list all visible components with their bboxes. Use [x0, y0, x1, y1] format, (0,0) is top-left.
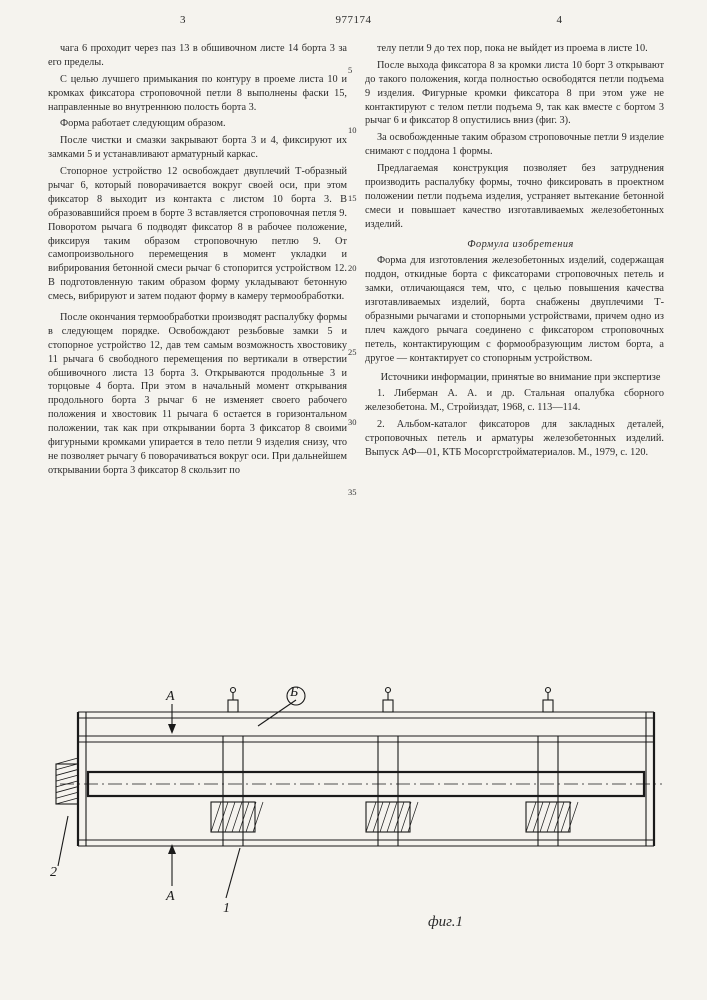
figure-label: фиг.1 — [428, 914, 463, 931]
svg-text:1: 1 — [223, 901, 230, 916]
paragraph: телу петли 9 до тех пор, пока не выйдет … — [365, 42, 664, 56]
paragraph: Предлагаемая конструкция позволяет без з… — [365, 162, 664, 231]
figure-1: ААБ12 фиг.1 — [48, 676, 664, 976]
column-right: телу петли 9 до тех пор, пока не выйдет … — [365, 42, 664, 481]
document-number: 977174 — [0, 14, 707, 26]
reference-item: 2. Альбом-каталог фиксаторов для закладн… — [365, 418, 664, 460]
text-columns: чага 6 проходит через паз 13 в обшивочно… — [48, 42, 664, 481]
formula-title: Формула изобретения — [365, 238, 664, 252]
paragraph: Стопорное устройство 12 освобождает двуп… — [48, 165, 347, 304]
column-left: чага 6 проходит через паз 13 в обшивочно… — [48, 42, 347, 481]
paragraph: С целью лучшего примыкания по контуру в … — [48, 73, 347, 115]
formula-body: Форма для изготовления железобетонных из… — [365, 254, 664, 365]
svg-text:А: А — [165, 689, 175, 704]
gutter-mark: 35 — [348, 488, 357, 497]
reference-item: 1. Либерман А. А. и др. Стальная опалубк… — [365, 387, 664, 415]
paragraph: После окончания термообработки производя… — [48, 311, 347, 478]
references-title: Источники информации, принятые во вниман… — [365, 371, 664, 385]
paragraph: После чистки и смазки закрывают борта 3 … — [48, 134, 347, 162]
paragraph: После выхода фиксатора 8 за кромки листа… — [365, 59, 664, 128]
figure-svg: ААБ12 — [48, 676, 664, 946]
svg-text:2: 2 — [50, 865, 57, 880]
paragraph: чага 6 проходит через паз 13 в обшивочно… — [48, 42, 347, 70]
paragraph: За освобожденные таким образом строповоч… — [365, 131, 664, 159]
svg-text:А: А — [165, 889, 175, 904]
paragraph: Форма работает следующим образом. — [48, 117, 347, 131]
